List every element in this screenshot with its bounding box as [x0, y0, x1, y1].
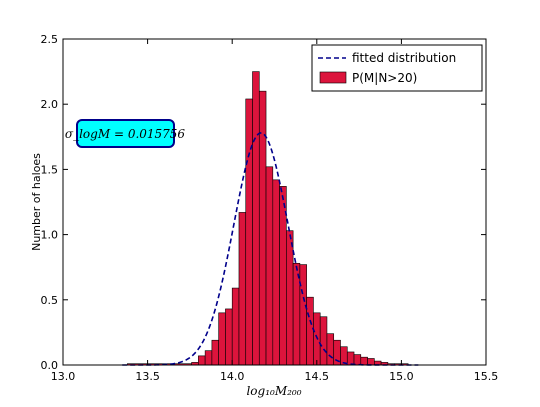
y-tick-label: 0.5 [41, 294, 59, 307]
histogram-bar [198, 355, 206, 366]
annotation-box: σ_logM = 0.015756 [65, 119, 186, 148]
histogram-bar [292, 262, 301, 366]
histogram-bar [204, 350, 213, 366]
histogram-bar [319, 316, 328, 366]
x-axis-label: log₁₀M₂₀₀ [246, 384, 301, 398]
axis-ticks: 13.0 13.5 14.0 14.5 15.0 15.5 0.0 0.5 1.0 1.5 2.0 2… [41, 33, 499, 383]
histogram-bar [286, 230, 294, 366]
y-tick-label: 0.0 [41, 359, 59, 372]
legend-frame [311, 44, 483, 92]
legend-fit-label: fitted distribution [352, 51, 456, 65]
sigma-annotation: σ_logM = 0.015756 [65, 127, 186, 141]
y-axis-label: Number of haloes [30, 153, 43, 251]
histogram-bar [367, 358, 375, 366]
plot-frame [62, 38, 487, 366]
histogram-bar [346, 351, 355, 366]
x-tick-label: 15.5 [474, 370, 499, 383]
y-tick-label: 1.5 [41, 163, 59, 176]
histogram-bar [245, 98, 253, 366]
histogram-bar [272, 179, 280, 366]
histogram-bar [299, 264, 307, 366]
legend-hist-label: P(M|N>20) [352, 71, 417, 85]
x-tick-label: 13.5 [135, 370, 160, 383]
histogram-bar [252, 71, 260, 366]
legend-bar-swatch [319, 71, 347, 84]
y-tick-label: 1.0 [41, 229, 59, 242]
histogram-bar [225, 308, 233, 366]
histogram-bar [353, 354, 362, 366]
y-tick-label: 2.0 [41, 98, 59, 111]
x-tick-label: 15.0 [389, 370, 414, 383]
histogram-bar [238, 212, 247, 366]
legend: fitted distribution P(M|N>20) [311, 44, 483, 92]
histogram-bar [306, 296, 314, 366]
y-tick-label: 2.5 [41, 33, 59, 46]
x-tick-label: 13.0 [51, 370, 76, 383]
histogram-bar [211, 339, 219, 366]
x-tick-label: 14.0 [220, 370, 245, 383]
histogram-bar [218, 312, 226, 366]
histogram-bar [265, 166, 274, 366]
histogram-bar [231, 287, 240, 366]
histogram-bar [326, 333, 335, 366]
histogram-bar [360, 356, 368, 366]
x-tick-label: 14.5 [305, 370, 330, 383]
